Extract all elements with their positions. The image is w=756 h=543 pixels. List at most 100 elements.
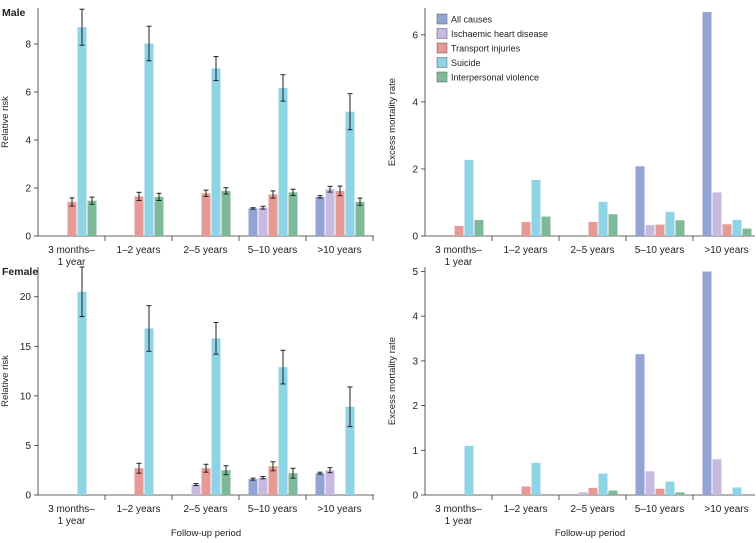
bar-suicide <box>278 87 288 236</box>
bar-transport-injuries <box>655 488 665 495</box>
bar-suicide <box>464 159 474 236</box>
bar-ischaemic-heart-disease <box>645 471 655 495</box>
bar-suicide <box>77 291 87 495</box>
bar-transport-injuries <box>454 225 464 236</box>
bar-transport-injuries <box>722 224 732 236</box>
bar-suicide <box>144 43 154 236</box>
legend-swatch <box>436 28 448 39</box>
y-tick-label: 2 <box>412 401 418 412</box>
legend-label: Suicide <box>451 58 481 68</box>
x-tick-label: >10 years <box>317 504 361 515</box>
bar-suicide <box>531 462 541 495</box>
bar-transport-injuries <box>201 193 211 236</box>
x-tick-label: 3 months– <box>435 245 482 256</box>
y-tick-label: 2 <box>412 164 418 175</box>
bar-suicide <box>732 219 742 236</box>
legend-swatch <box>436 13 448 25</box>
x-tick-label: 1–2 years <box>117 245 161 256</box>
bar-interpersonal-violence <box>541 216 551 236</box>
y-axis-label: Excess mortality rate <box>387 78 398 166</box>
x-tick-label: 3 months– <box>48 245 95 256</box>
bar-ischaemic-heart-disease <box>578 492 588 495</box>
bar-interpersonal-violence <box>221 470 231 495</box>
legend-label: Transport injuries <box>451 44 521 54</box>
bar-all-causes <box>248 479 258 495</box>
legend-swatch <box>436 57 448 68</box>
x-tick-label: 2–5 years <box>184 504 228 515</box>
bar-all-causes <box>635 166 645 236</box>
bar-interpersonal-violence <box>288 473 298 495</box>
y-tick-label: 15 <box>20 342 32 353</box>
bar-interpersonal-violence <box>742 228 752 236</box>
legend-label: Ischaemic heart disease <box>451 29 548 39</box>
y-axis-label: Relative risk <box>0 96 11 148</box>
bar-transport-injuries <box>655 224 665 236</box>
bar-interpersonal-violence <box>608 490 618 495</box>
panel-female-rr: Female Relative risk 0 5 10 15 20 3 months–1 ye… <box>0 266 374 527</box>
y-tick-label: 10 <box>20 391 32 402</box>
bar-ischaemic-heart-disease <box>645 224 655 236</box>
x-tick-label: >10 years <box>317 245 361 256</box>
bar-suicide <box>531 180 541 236</box>
x-tick-label: 5–10 years <box>248 245 297 256</box>
y-tick-label: 20 <box>20 292 32 303</box>
bar-transport-injuries <box>521 486 531 495</box>
bar-all-causes <box>702 271 712 495</box>
bar-suicide <box>211 338 221 495</box>
bar-interpersonal-violence <box>675 220 685 236</box>
bar-suicide <box>278 367 288 495</box>
bar-transport-injuries <box>268 466 278 495</box>
bar-ischaemic-heart-disease <box>325 189 335 236</box>
x-tick-label: 1 year <box>58 516 86 527</box>
bar-suicide <box>665 211 675 236</box>
bar-all-causes <box>315 473 325 495</box>
bar-all-causes <box>248 208 258 236</box>
x-axis-label: Follow-up period <box>171 528 241 539</box>
bar-interpersonal-violence <box>474 219 484 236</box>
bar-transport-injuries <box>268 194 278 236</box>
x-tick-label: 2–5 years <box>571 245 615 256</box>
bar-ischaemic-heart-disease <box>258 207 268 236</box>
x-tick-label: >10 years <box>704 504 748 515</box>
bar-interpersonal-violence <box>288 192 298 236</box>
bar-transport-injuries <box>335 190 345 236</box>
panel-title: Male <box>2 7 26 19</box>
x-tick-label: 5–10 years <box>635 504 684 515</box>
y-tick-label: 0 <box>25 491 31 502</box>
panel-male-rr: Male Relative risk 0 2 4 6 8 3 months–1 year 1–2… <box>0 7 374 268</box>
bar-interpersonal-violence <box>675 492 685 495</box>
legend: All causes Ischaemic heart disease Transpo… <box>436 13 548 83</box>
bar-ischaemic-heart-disease <box>712 459 722 495</box>
y-tick-label: 0 <box>412 232 418 243</box>
y-tick-label: 4 <box>25 136 31 147</box>
bar-interpersonal-violence <box>221 190 231 236</box>
x-tick-label: 5–10 years <box>248 504 297 515</box>
y-axis-label: Excess mortality rate <box>387 337 398 425</box>
y-tick-label: 2 <box>25 184 31 195</box>
x-tick-label: 3 months– <box>435 504 482 515</box>
panel-female-emr: Excess mortality rate 0 1 2 3 4 5 3 months–1 ye… <box>387 267 755 527</box>
y-tick-label: 5 <box>25 441 31 452</box>
x-tick-label: 1–2 years <box>504 245 548 256</box>
bar-transport-injuries <box>588 487 598 495</box>
y-tick-label: 6 <box>412 30 418 41</box>
bar-transport-injuries <box>134 468 144 495</box>
bar-suicide <box>345 111 355 236</box>
bar-all-causes <box>635 354 645 495</box>
bar-interpersonal-violence <box>87 200 97 236</box>
y-tick-label: 0 <box>412 491 418 502</box>
bar-transport-injuries <box>201 468 211 495</box>
x-tick-label: 1 year <box>58 257 86 268</box>
bar-suicide <box>211 68 221 236</box>
y-tick-label: 8 <box>25 40 31 51</box>
bar-transport-injuries <box>134 196 144 236</box>
legend-label: Interpersonal violence <box>451 73 539 83</box>
bar-ischaemic-heart-disease <box>712 192 722 236</box>
bar-interpersonal-violence <box>355 201 365 236</box>
x-tick-label: 2–5 years <box>571 504 615 515</box>
x-tick-label: 2–5 years <box>184 245 228 256</box>
bar-interpersonal-violence <box>154 196 164 236</box>
bar-suicide <box>598 473 608 495</box>
legend-label: All causes <box>451 15 493 25</box>
